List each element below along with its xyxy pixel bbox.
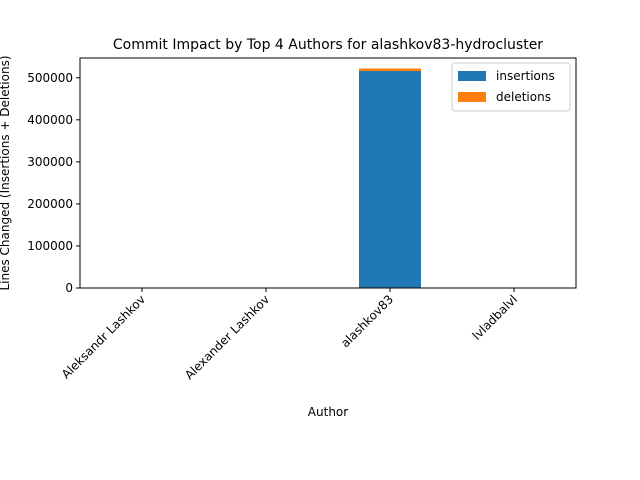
x-tick-label: Aleksandr Lashkov	[59, 292, 148, 381]
y-tick-label: 200000	[27, 197, 73, 211]
y-tick-label: 500000	[27, 71, 73, 85]
x-tick-label: lvladbalvl	[470, 292, 521, 343]
x-axis-label: Author	[308, 405, 348, 419]
y-tick-label: 400000	[27, 113, 73, 127]
x-tick-label: Alexander Lashkov	[182, 292, 272, 382]
y-tick-label: 0	[65, 281, 73, 295]
x-tick-label: alashkov83	[338, 292, 396, 350]
plot-frame	[79, 57, 577, 289]
y-axis: 0 100000 200000 300000 400000 500000	[27, 71, 80, 295]
bars	[359, 68, 421, 289]
legend: insertions deletions	[451, 62, 571, 112]
bar-insertions-2	[359, 71, 421, 289]
legend-swatch-deletions	[458, 92, 486, 102]
chart-title: Commit Impact by Top 4 Authors for alash…	[113, 37, 543, 53]
legend-label-insertions: insertions	[496, 69, 555, 83]
y-tick-label: 300000	[27, 155, 73, 169]
x-axis: Aleksandr Lashkov Alexander Lashkov alashk…	[59, 288, 520, 382]
y-axis-label: Lines Changed (Insertions + Deletions)	[0, 55, 12, 290]
legend-label-deletions: deletions	[496, 90, 551, 104]
legend-swatch-insertions	[458, 71, 486, 81]
bar-deletions-2	[359, 68, 421, 72]
y-tick-label: 100000	[27, 239, 73, 253]
